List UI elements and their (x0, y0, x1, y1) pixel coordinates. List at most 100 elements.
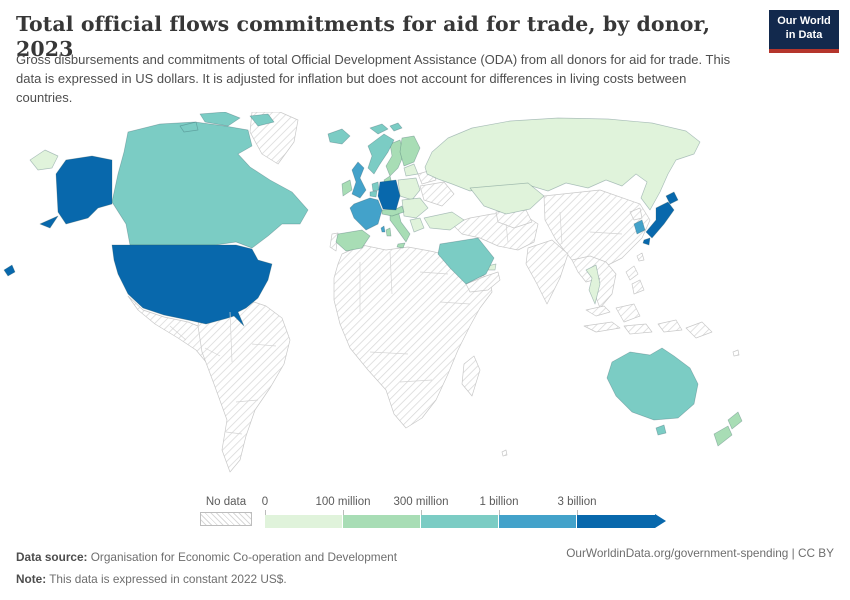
country-canada[interactable] (111, 121, 309, 249)
country-africa[interactable] (333, 244, 493, 429)
country-united-kingdom[interactable] (351, 161, 367, 199)
country-australia[interactable] (606, 347, 699, 421)
country-yemen-oman[interactable] (465, 271, 501, 293)
country-java[interactable] (623, 323, 653, 335)
inner-borders-africa (359, 251, 471, 383)
country-new-zealand-south[interactable] (713, 425, 733, 447)
legend-color-bar (265, 515, 655, 528)
data-source-value: Organisation for Economic Co-operation a… (87, 550, 397, 564)
country-papua-new-guinea[interactable] (685, 321, 713, 339)
country-aleutians[interactable] (39, 215, 59, 229)
legend-tick-3 (499, 510, 500, 515)
country-france[interactable] (349, 197, 383, 231)
country-belgium[interactable] (369, 190, 378, 198)
inner-borders-asia (505, 211, 623, 245)
inner-borders-mexico (169, 325, 221, 357)
page-title: Total official flows commitments for aid… (16, 12, 711, 61)
country-saudi-arabia[interactable] (437, 237, 495, 285)
world-map-container (0, 112, 850, 490)
chart-subtitle: Gross disbursements and commitments of t… (16, 52, 731, 105)
country-india[interactable] (525, 239, 569, 305)
country-russia-chukotka[interactable] (29, 149, 59, 171)
country-corsica[interactable] (380, 225, 386, 233)
country-japan-honshu[interactable] (645, 201, 675, 239)
country-sicily[interactable] (396, 242, 406, 249)
country-poland[interactable] (397, 177, 421, 201)
country-svalbard-2[interactable] (389, 122, 403, 132)
legend-arrow (655, 514, 666, 528)
legend-tick-label-2: 300 million (393, 496, 449, 508)
country-north-korea[interactable] (629, 207, 643, 221)
country-germany[interactable] (377, 179, 401, 211)
country-turkey[interactable] (423, 211, 465, 231)
data-source-label: Data source: (16, 550, 88, 564)
country-malaysia[interactable] (585, 305, 611, 317)
owid-logo[interactable]: Our World in Data (769, 10, 839, 53)
owid-logo-line2: in Data (785, 28, 823, 41)
legend-no-data-label: No data (205, 496, 247, 508)
country-kazakhstan[interactable] (469, 182, 545, 215)
country-ukraine[interactable] (419, 181, 455, 207)
inner-borders-south-america (225, 311, 277, 435)
footer-left: Data source: Organisation for Economic C… (16, 546, 397, 590)
legend-no-data: No data (200, 496, 252, 526)
country-china[interactable] (543, 189, 651, 271)
country-canada-arctic-2[interactable] (249, 113, 275, 127)
country-japan-hokkaido[interactable] (665, 191, 679, 205)
country-south-america[interactable] (197, 293, 291, 473)
country-vanuatu[interactable] (501, 449, 508, 457)
world-map (3, 112, 743, 473)
country-greece[interactable] (409, 217, 425, 233)
country-ireland[interactable] (341, 179, 353, 197)
legend-bin-0[interactable] (265, 515, 343, 528)
legend-tick-label-4: 3 billion (557, 496, 597, 508)
note-line: Note: This data is expressed in constant… (16, 568, 397, 590)
country-sardinia[interactable] (385, 227, 392, 237)
country-south-korea[interactable] (633, 219, 646, 235)
country-philippines-north[interactable] (625, 265, 639, 281)
country-spain[interactable] (335, 229, 371, 252)
country-taiwan[interactable] (636, 252, 645, 262)
data-source-line: Data source: Organisation for Economic C… (16, 546, 397, 568)
country-tasmania[interactable] (655, 424, 667, 436)
country-usa[interactable] (111, 244, 273, 327)
country-portugal[interactable] (329, 232, 339, 252)
country-new-guinea-west[interactable] (657, 319, 683, 333)
legend-bin-3[interactable] (499, 515, 577, 528)
country-norway[interactable] (367, 133, 395, 175)
legend-tick-0 (265, 510, 266, 515)
legend-bin-1[interactable] (343, 515, 421, 528)
country-japan-kyushu[interactable] (642, 237, 651, 246)
owid-logo-line1: Our World (777, 15, 831, 27)
country-new-zealand-north[interactable] (727, 411, 743, 430)
legend-tick-1 (343, 510, 344, 515)
country-netherlands[interactable] (371, 181, 380, 192)
country-madagascar[interactable] (461, 355, 481, 397)
legend-bin-2[interactable] (421, 515, 499, 528)
country-alaska[interactable] (55, 155, 113, 225)
country-balkans[interactable] (401, 197, 429, 219)
legend-bin-4[interactable] (577, 515, 655, 528)
legend-tick-4 (577, 510, 578, 515)
country-thailand[interactable] (585, 264, 601, 305)
country-fiji[interactable] (732, 349, 740, 357)
country-svalbard-1[interactable] (369, 123, 389, 135)
country-hawaii[interactable] (3, 264, 16, 277)
no-data-swatch[interactable] (200, 512, 252, 526)
country-sweden[interactable] (385, 139, 405, 177)
country-borneo[interactable] (615, 303, 641, 323)
country-baltic-states[interactable] (403, 163, 419, 177)
legend-tick-label-1: 100 million (315, 496, 371, 508)
country-sumatra[interactable] (583, 321, 621, 333)
legend-tick-label-0: 0 (261, 496, 269, 508)
note-label: Note: (16, 572, 47, 586)
legend-tick-2 (421, 510, 422, 515)
country-canada-arctic-3[interactable] (179, 121, 199, 133)
country-finland[interactable] (399, 135, 421, 167)
footer-link[interactable]: OurWorldinData.org/government-spending |… (566, 546, 834, 560)
country-canada-arctic-1[interactable] (199, 112, 241, 127)
country-philippines-south[interactable] (631, 279, 645, 295)
legend-tick-label-3: 1 billion (479, 496, 519, 508)
country-iceland[interactable] (327, 128, 351, 145)
note-value: This data is expressed in constant 2022 … (46, 572, 287, 586)
